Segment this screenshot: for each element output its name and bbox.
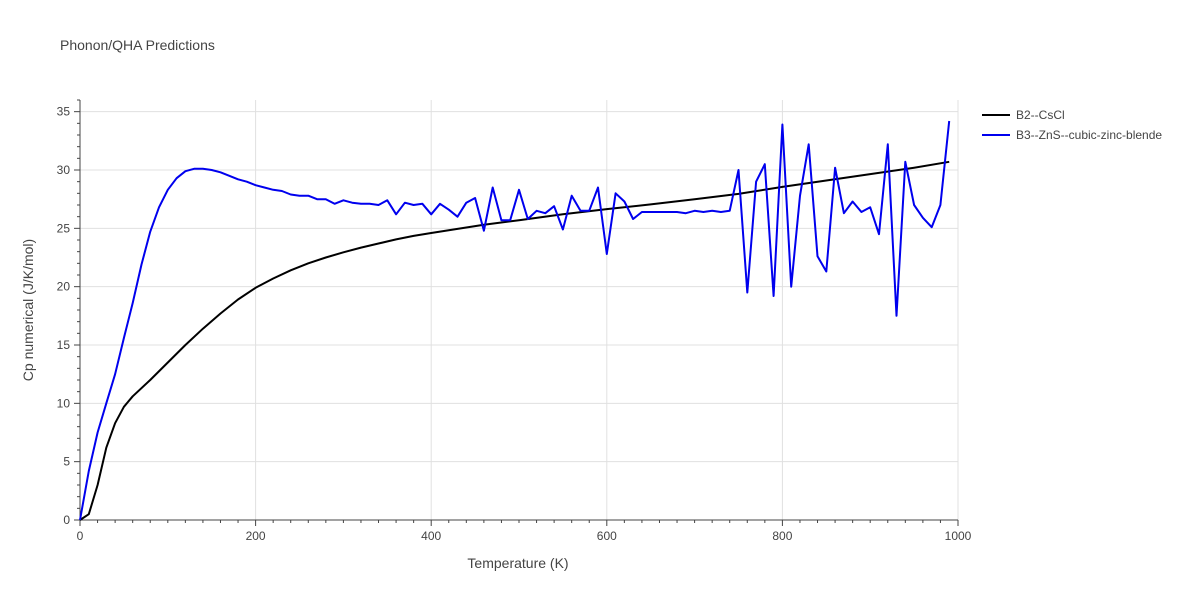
y-tick-label: 35 (57, 105, 71, 119)
x-tick-label: 400 (421, 529, 441, 543)
axes: 0 200 400 600 800 1000 0 5 10 15 20 25 30 35 (57, 99, 972, 543)
y-tick-label: 0 (63, 513, 70, 527)
grid (80, 100, 959, 520)
x-axis-title: Temperature (K) (467, 555, 568, 571)
y-tick-label: 30 (57, 163, 71, 177)
y-tick-label: 5 (63, 455, 70, 469)
series-layer (79, 120, 951, 521)
y-tick-label: 15 (57, 338, 71, 352)
legend: B2--CsCl B3--ZnS--cubic-zinc-blende (982, 108, 1162, 142)
y-axis-title: Cp numerical (J/K/mol) (20, 239, 36, 381)
x-tick-label: 0 (77, 529, 84, 543)
legend-label-1: B2--CsCl (1016, 108, 1065, 122)
x-tick-label: 1000 (945, 529, 972, 543)
chart-title: Phonon/QHA Predictions (60, 37, 215, 53)
x-tick-label: 200 (246, 529, 266, 543)
x-tick-label: 600 (597, 529, 617, 543)
series-line-1 (79, 160, 950, 521)
x-tick-label: 800 (772, 529, 792, 543)
y-tick-label: 20 (57, 280, 71, 294)
legend-label-2: B3--ZnS--cubic-zinc-blende (1016, 128, 1162, 142)
y-tick-label: 10 (57, 396, 71, 410)
series-line-2 (79, 120, 951, 521)
y-tick-label: 25 (57, 221, 71, 235)
